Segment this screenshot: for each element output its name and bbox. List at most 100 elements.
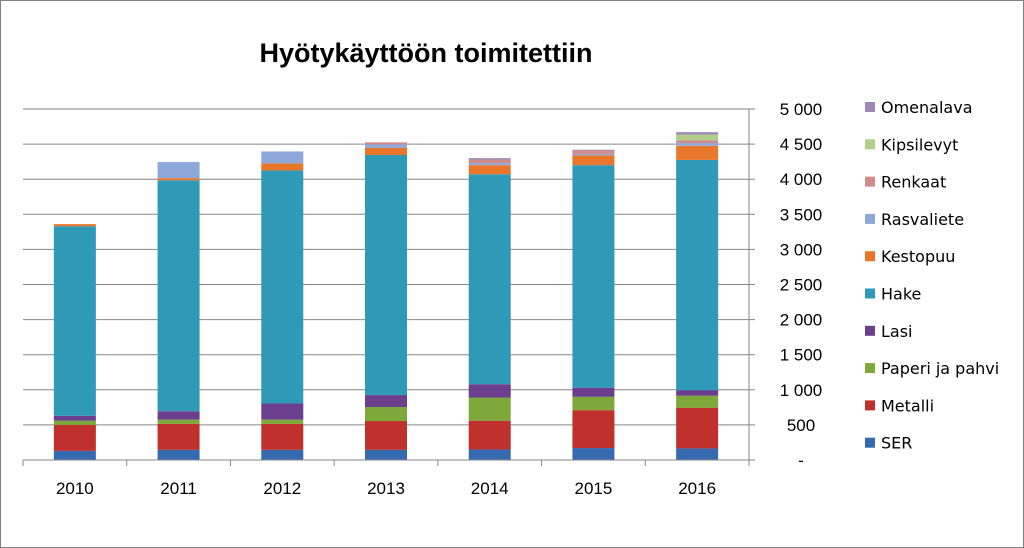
legend-swatch-hake [865,288,875,299]
bar-kestopuu-2015 [572,155,615,166]
y-tick-label: 1 500 [780,346,823,365]
bar-renkaat-2013 [365,142,407,145]
bar-kestopuu-2012 [261,163,304,171]
bar-kestopuu-2014 [468,165,511,175]
bar-paperi-ja-pahvi-2011 [157,419,200,424]
bar-metalli-2010 [53,424,96,451]
legend-label-metalli: Metalli [881,396,934,415]
bar-hake-2012 [261,170,304,404]
bar-paperi-ja-pahvi-2016 [676,395,719,408]
bar-lasi-2010 [53,415,96,421]
bar-rasvaliete-2012 [261,151,304,164]
x-tick-label-2014: 2014 [471,479,509,498]
bar-paperi-ja-pahvi-2014 [468,397,511,421]
bar-metalli-2013 [365,421,407,450]
bar-hake-2010 [53,226,96,416]
bar-ser-2013 [365,449,407,460]
legend-swatch-kestopuu [865,251,875,262]
legend-label-ser: SER [881,434,912,453]
legend-label-omenalava: Omenalava [881,98,973,117]
x-tick-label-2016: 2016 [678,479,716,498]
legend-swatch-kipsilevyt [865,139,875,150]
bar-kestopuu-2016 [676,145,719,160]
bar-metalli-2016 [676,407,719,449]
chart-title: Hyötykäyttöön toimitettiin [259,38,592,68]
bar-hake-2016 [676,159,719,391]
bar-metalli-2015 [572,410,615,449]
bar-lasi-2016 [676,390,719,396]
y-tick-label: 5 000 [780,100,823,119]
bar-omenalava-2015 [572,149,615,151]
bar-rasvaliete-2011 [157,162,200,179]
legend-swatch-metalli [865,400,875,411]
bar-renkaat-2015 [572,150,615,154]
bar-lasi-2015 [572,387,615,397]
x-tick-label-2010: 2010 [56,479,94,498]
legend-label-kipsilevyt: Kipsilevyt [881,135,958,154]
bar-ser-2014 [468,449,511,460]
bar-paperi-ja-pahvi-2013 [365,406,407,422]
legend-label-rasvaliete: Rasvaliete [881,210,964,229]
legend: Omenalava Kipsilevyt Renkaat Rasvaliete Kest… [865,98,999,453]
bar-ser-2016 [676,448,719,460]
bar-ser-2010 [53,450,96,460]
bar-paperi-ja-pahvi-2015 [572,396,615,411]
bar-paperi-ja-pahvi-2012 [261,419,304,424]
y-tick-label: 4 500 [780,135,823,154]
bar-rasvaliete-2013 [365,144,407,148]
bar-kestopuu-2010 [53,224,96,227]
y-tick-label: 500 [787,416,815,435]
bar-metalli-2011 [157,423,200,450]
legend-swatch-omenalava [865,102,875,112]
y-tick-label: - [798,451,804,470]
bar-metalli-2014 [468,420,511,450]
bar-ser-2011 [157,449,200,460]
y-tick-label: 4 000 [780,170,823,189]
bars [53,132,719,460]
x-tick-label-2013: 2013 [367,479,405,498]
bar-rasvaliete-2014 [468,163,511,166]
legend-label-kestopuu: Kestopuu [881,247,955,266]
bar-omenalava-2016 [676,132,719,135]
bar-lasi-2012 [261,403,304,420]
x-tick-label-2011: 2011 [160,479,197,498]
legend-label-paperi-ja-pahvi: Paperi ja pahvi [881,359,999,378]
bar-ser-2012 [261,449,304,460]
legend-label-hake: Hake [881,285,921,304]
x-axis-ticks: 2010 2011 2012 2013 2014 2015 2016 [22,460,750,498]
bar-lasi-2014 [468,384,511,398]
x-tick-label-2012: 2012 [263,479,301,498]
bar-lasi-2011 [157,411,200,420]
legend-swatch-ser [865,437,875,448]
bar-hake-2015 [572,165,615,388]
bar-rasvaliete-2015 [572,153,615,156]
bar-ser-2015 [572,448,615,460]
legend-label-lasi: Lasi [881,322,913,341]
legend-swatch-lasi [865,325,875,336]
bar-hake-2011 [157,180,200,412]
y-tick-label: 1 000 [780,381,823,400]
y-axis-ticks: - 500 1 000 1 500 2 000 2 500 3 000 3 500 4 000 4… [749,100,822,470]
x-tick-label-2015: 2015 [575,479,613,498]
bar-lasi-2013 [365,395,407,407]
bar-hake-2014 [468,174,511,385]
bar-rasvaliete-2016 [676,143,719,146]
bar-metalli-2012 [261,423,304,450]
bar-paperi-ja-pahvi-2010 [53,420,96,425]
legend-swatch-paperi-ja-pahvi [865,363,875,374]
bar-hake-2013 [365,154,407,396]
legend-swatch-renkaat [865,176,875,187]
y-tick-label: 2 000 [780,311,823,330]
bar-omenalava-2014 [468,158,511,160]
bar-kestopuu-2011 [157,178,200,181]
y-tick-label: 3 000 [780,240,823,259]
y-tick-label: 2 500 [780,276,823,295]
legend-swatch-rasvaliete [865,213,875,224]
bar-kestopuu-2013 [365,147,407,155]
legend-label-renkaat: Renkaat [881,173,946,192]
bar-kipsilevyt-2016 [676,134,719,141]
bar-renkaat-2016 [676,140,719,144]
y-tick-label: 3 500 [780,205,823,224]
